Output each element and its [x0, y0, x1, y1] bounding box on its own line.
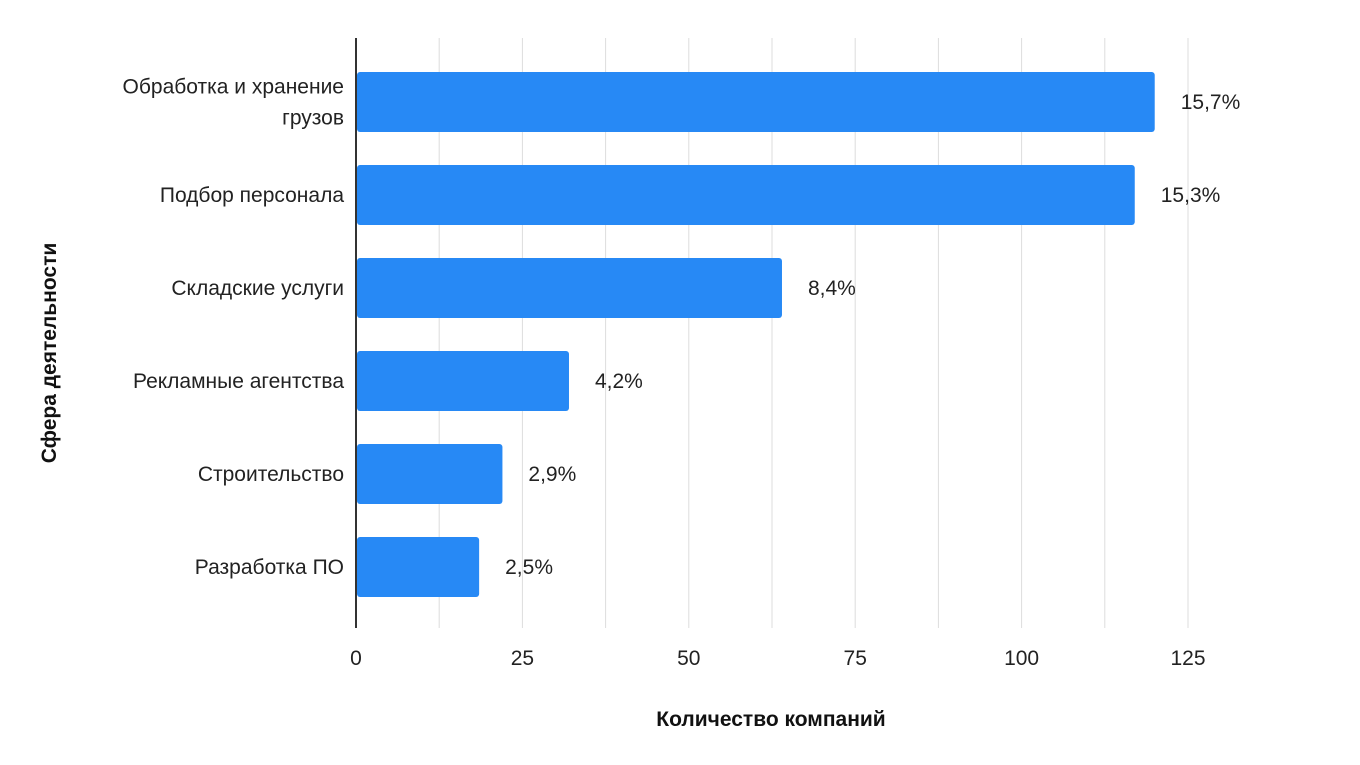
x-tick-label: 0 — [350, 647, 362, 670]
y-axis-title: Сфера деятельности — [38, 243, 61, 464]
x-tick-label: 75 — [844, 647, 867, 670]
category-label: Рекламные агентства — [133, 370, 344, 393]
bars — [357, 72, 1155, 597]
bar — [357, 258, 782, 318]
data-label: 8,4% — [808, 277, 856, 300]
category-label: Строительство — [198, 463, 344, 486]
data-label: 15,7% — [1181, 91, 1241, 114]
data-labels: 15,7% 15,3% 8,4% 4,2% 2,9% 2,5% — [505, 91, 1240, 579]
x-tick-label: 100 — [1004, 647, 1039, 670]
data-label: 4,2% — [595, 370, 643, 393]
category-labels: Обработка и хранение грузов Подбор персона… — [123, 76, 345, 580]
category-label: Обработка и хранение грузов — [123, 76, 344, 130]
data-label: 2,5% — [505, 556, 553, 579]
x-axis-title: Количество компаний — [656, 708, 885, 731]
bar — [357, 444, 503, 504]
grid-lines — [438, 38, 1189, 628]
category-label: Разработка ПО — [195, 556, 344, 579]
x-tick-labels: 0 25 50 75 100 125 — [350, 647, 1205, 670]
x-tick-label: 50 — [677, 647, 700, 670]
bar — [357, 351, 569, 411]
x-tick-label: 25 — [511, 647, 534, 670]
category-label: Подбор персонала — [160, 184, 344, 207]
bar — [357, 72, 1155, 132]
x-tick-label: 125 — [1170, 647, 1205, 670]
data-label: 2,9% — [528, 463, 576, 486]
category-label: Складские услуги — [171, 277, 344, 300]
data-label: 15,3% — [1161, 184, 1221, 207]
bar — [357, 165, 1135, 225]
bar — [357, 537, 480, 597]
